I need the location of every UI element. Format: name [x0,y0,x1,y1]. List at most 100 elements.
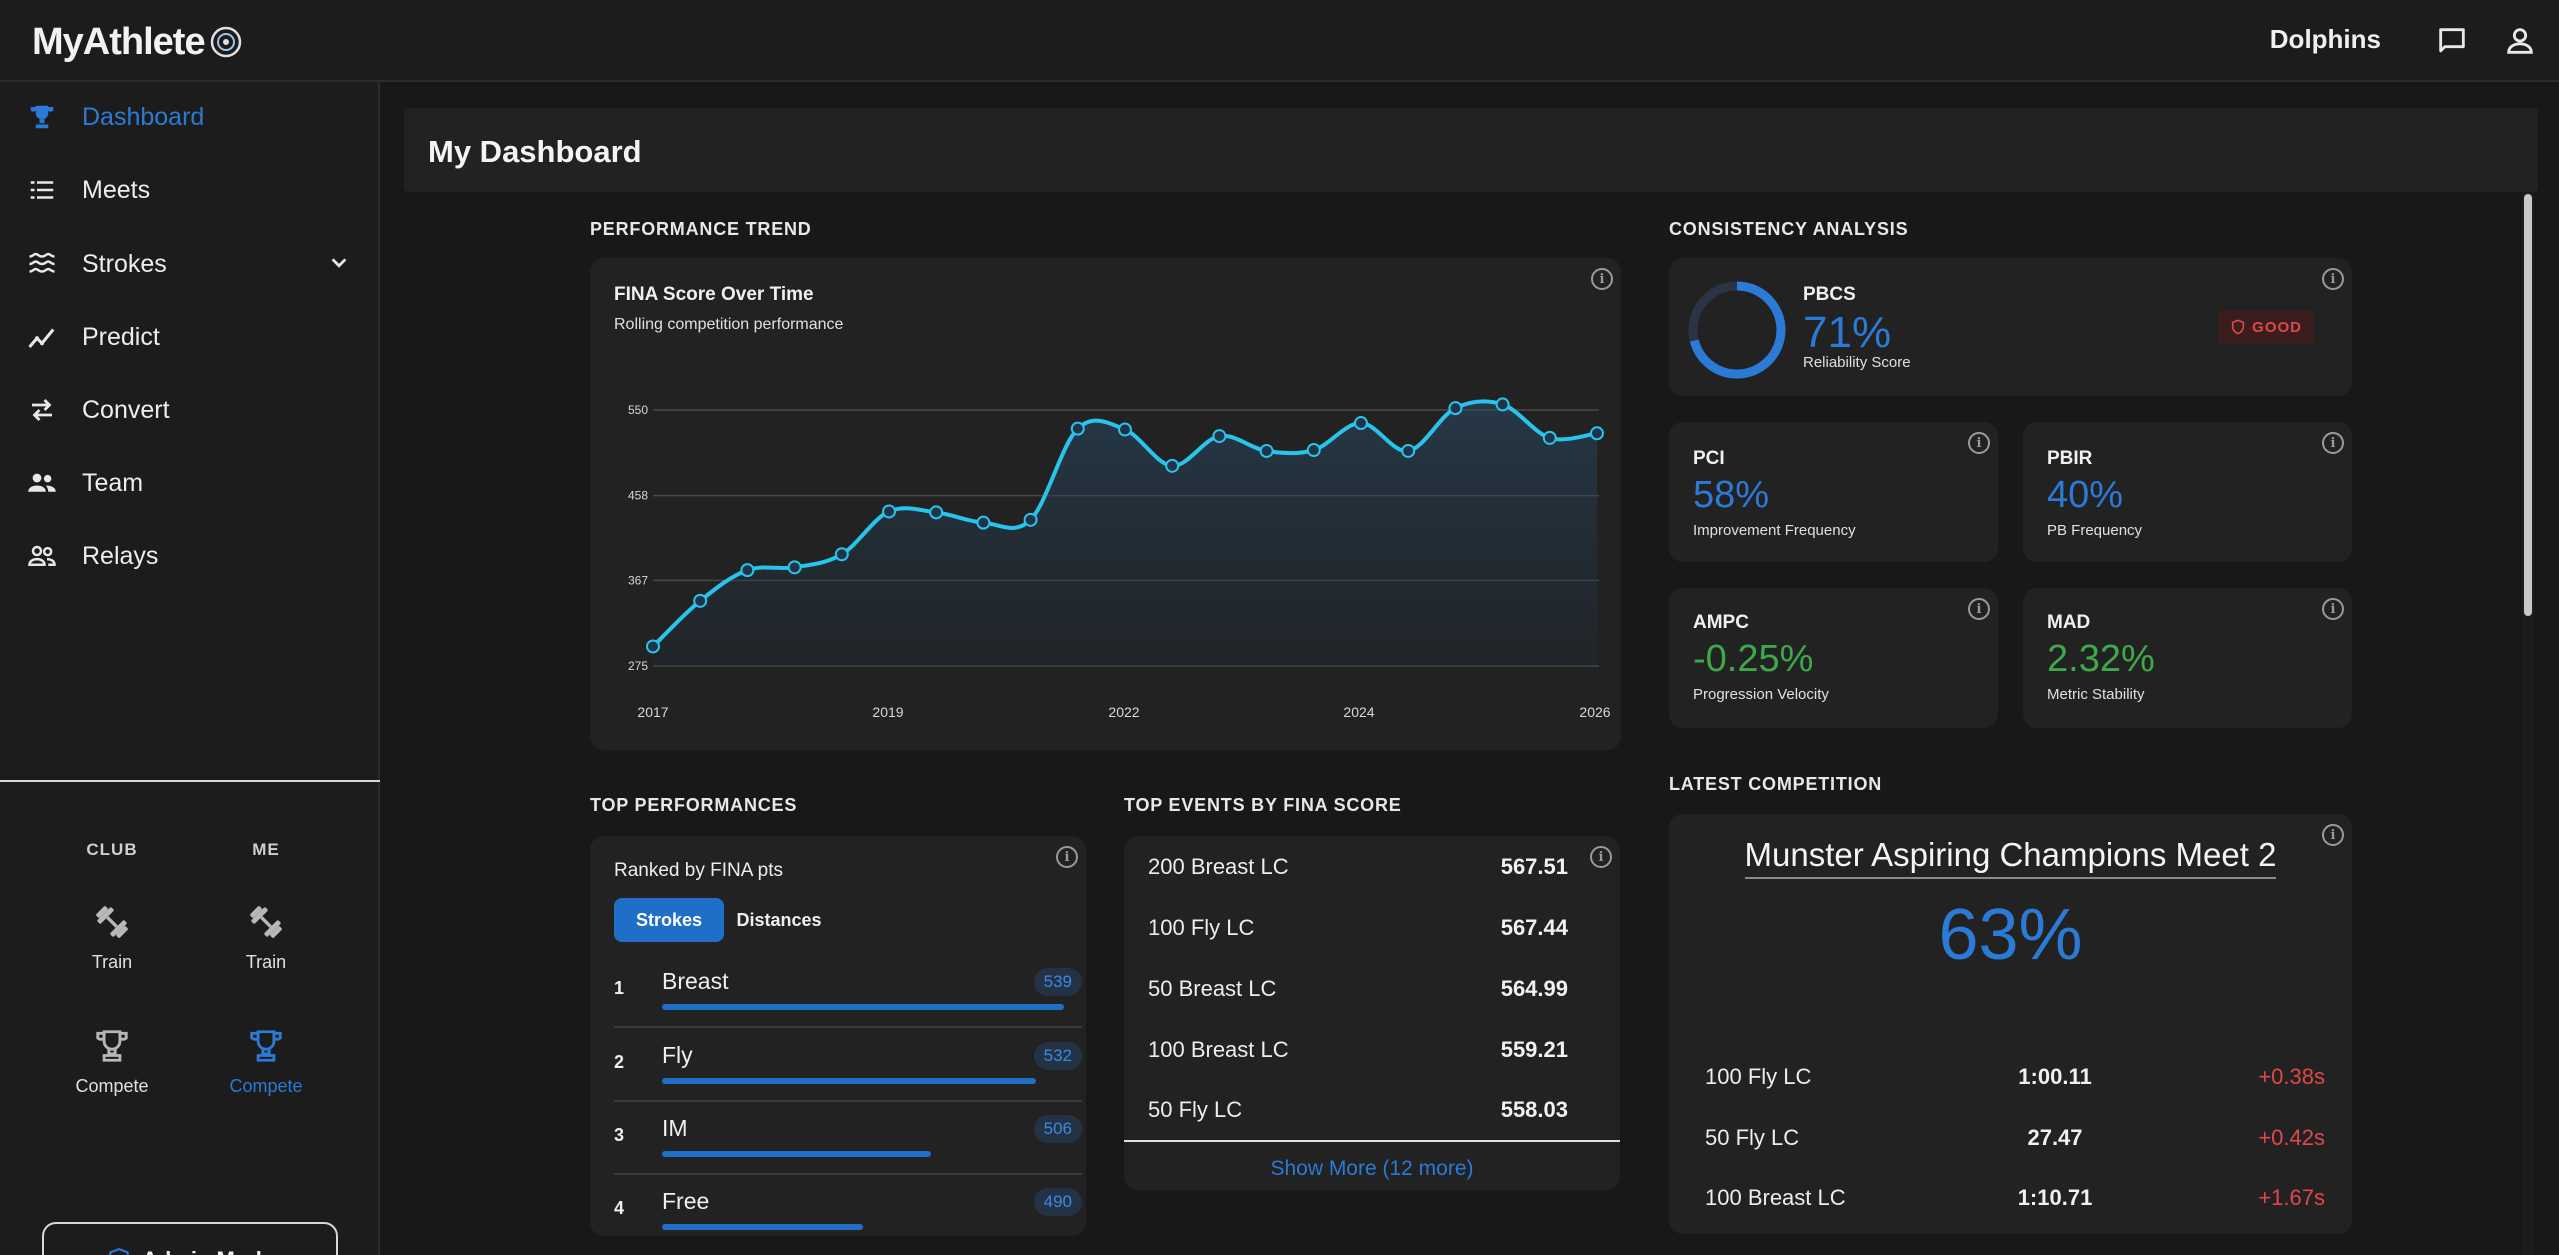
list-item[interactable]: 2 Fly 532 [614,1028,1082,1102]
scrollbar-thumb[interactable] [2524,194,2532,616]
me-compete-label: Compete [229,1076,303,1096]
me-train-button[interactable]: Train [196,898,336,973]
trophy-icon [42,1022,182,1070]
sidebar-item-label: Team [82,468,144,497]
table-row[interactable]: 100 Fly LC 567.44 [1148,897,1568,957]
data-point[interactable] [693,593,708,608]
data-point[interactable] [1118,422,1132,437]
group-icon [24,465,60,501]
data-point[interactable] [976,515,991,530]
status-badge-label: GOOD [2252,318,2302,336]
y-tick-label: 550 [628,403,648,417]
info-icon[interactable]: i [1056,846,1078,868]
pbir-desc: PB Frequency [2047,522,2143,539]
data-point[interactable] [1306,443,1321,458]
fina-points-badge: 539 [1033,968,1082,996]
list-item[interactable]: 4 Free 490 [614,1174,1082,1236]
table-row[interactable]: 100 Breast LC 559.21 [1148,1019,1568,1079]
table-row[interactable]: 50 Breast LC 564.99 [1148,958,1568,1018]
info-icon[interactable]: i [1968,432,1990,454]
event-time: 27.47 [2027,1125,2083,1150]
sidebar-item-predict[interactable]: Predict [0,305,380,369]
ampc-value: -0.25% [1693,638,1814,680]
sidebar-item-strokes[interactable]: Strokes [0,232,380,296]
table-row[interactable]: 50 Fly LC 558.03 [1148,1079,1568,1139]
ampc-card: AMPC -0.25% Progression Velocity i [1669,588,1998,728]
data-point[interactable] [929,505,944,520]
list-item[interactable]: 3 IM 506 [614,1101,1082,1175]
mad-card: MAD 2.32% Metric Stability i [2023,588,2352,728]
info-icon[interactable]: i [2322,824,2344,846]
data-point[interactable] [1023,512,1038,527]
rank-number: 3 [614,1125,625,1145]
info-icon[interactable]: i [2322,268,2344,290]
competition-name-text: Munster Aspiring Champions Meet 2 [1744,836,2277,879]
data-point[interactable] [1401,443,1416,458]
data-point[interactable] [1448,401,1463,416]
list-item[interactable]: 1 Breast 539 [614,954,1082,1028]
toggle-strokes[interactable]: Strokes [614,898,724,942]
rank-bar [662,1004,1064,1010]
toggle-distances[interactable]: Distances [736,909,822,930]
info-icon[interactable]: i [2322,432,2344,454]
admin-mode-button[interactable]: Admin Mode [42,1222,338,1255]
dumbbell-icon [42,898,182,946]
event-name: 50 Fly LC [1148,1097,1243,1122]
competition-name[interactable]: Munster Aspiring Champions Meet 2 [1669,836,2352,879]
event-score: 567.51 [1500,854,1568,879]
event-score: 558.03 [1500,1097,1568,1122]
stroke-name: Breast [662,968,729,994]
table-row[interactable]: 100 Fly LC 1:00.11 +0.38s [1705,1046,2325,1106]
pbir-value: 40% [2047,474,2124,516]
sidebar-item-team[interactable]: Team [0,451,380,515]
info-icon[interactable]: i [1968,598,1990,620]
pbcs-card: PBCS 71% Reliability Score GOOD i [1669,258,2352,396]
chat-icon[interactable] [2433,22,2471,60]
table-row[interactable]: 50 Fly LC 27.47 +0.42s [1705,1107,2325,1167]
chart-subtitle: Rolling competition performance [614,316,844,333]
info-icon[interactable]: i [1590,846,1612,868]
chevron-down-icon[interactable] [328,252,350,279]
performance-trend-heading: PERFORMANCE TREND [590,219,812,239]
event-name: 50 Fly LC [1705,1125,1800,1150]
info-icon[interactable]: i [1591,268,1613,290]
data-point[interactable] [646,639,660,654]
event-score: 559.21 [1500,1037,1568,1062]
page-header: My Dashboard [404,108,2538,192]
data-point[interactable] [1590,426,1604,441]
rank-number: 4 [614,1198,625,1218]
table-row[interactable]: 200 Breast LC 567.51 [1148,836,1568,896]
data-point[interactable] [882,504,896,519]
club-compete-button[interactable]: Compete [42,1022,182,1097]
app-logo[interactable]: MyAthlete [32,20,243,64]
club-name[interactable]: Dolphins [2269,24,2381,54]
data-point[interactable] [740,563,755,578]
sidebar-item-relays[interactable]: Relays [0,524,380,588]
account-icon[interactable] [2501,22,2539,60]
data-point[interactable] [1542,430,1557,445]
info-icon[interactable]: i [2322,598,2344,620]
show-more-button[interactable]: Show More (12 more) [1270,1157,1474,1180]
pci-label: PCI [1693,448,1725,469]
me-compete-button[interactable]: Compete [196,1022,336,1097]
event-name: 100 Breast LC [1148,1037,1289,1062]
club-train-button[interactable]: Train [42,898,182,973]
sidebar-item-dashboard[interactable]: Dashboard [0,85,380,149]
fina-points-badge: 506 [1033,1115,1082,1143]
data-point[interactable] [1212,429,1227,444]
data-point[interactable] [1495,397,1510,412]
data-point[interactable] [834,547,849,562]
sidebar-divider [0,780,380,782]
sidebar-item-label: Predict [82,322,160,351]
sidebar-item-meets[interactable]: Meets [0,158,380,222]
data-point[interactable] [1354,416,1368,431]
table-row[interactable]: 100 Breast LC 1:10.71 +1.67s [1705,1167,2325,1227]
sidebar-item-convert[interactable]: Convert [0,378,380,442]
data-point[interactable] [787,560,802,575]
data-point[interactable] [1070,421,1085,436]
sidebar-item-label: Convert [82,395,170,424]
data-point[interactable] [1165,458,1180,473]
chart-title: FINA Score Over Time [614,284,814,305]
data-point[interactable] [1259,443,1274,458]
me-train-label: Train [245,952,287,972]
